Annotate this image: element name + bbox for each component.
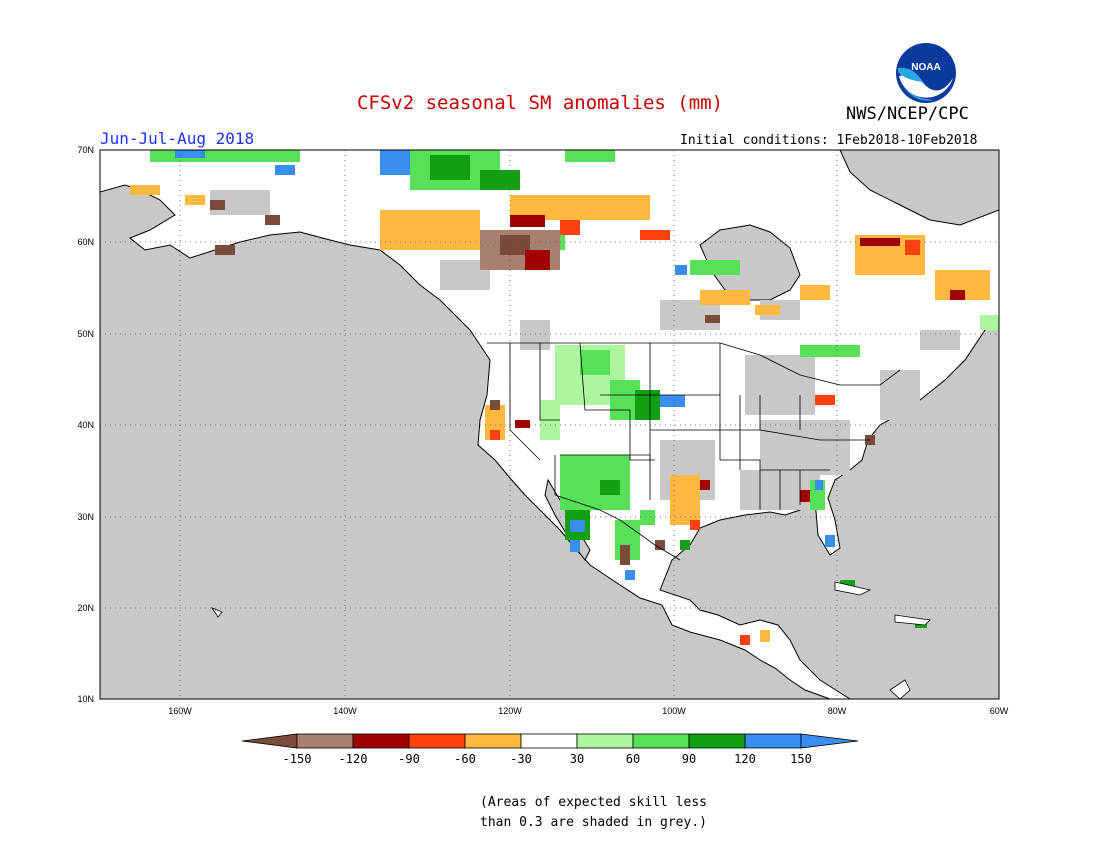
lat-label: 20N (77, 603, 94, 613)
colorbar-swatch (464, 733, 522, 749)
note-line: than 0.3 are shaded in grey.) (480, 815, 707, 830)
lat-label: 30N (77, 512, 94, 522)
colorbar-swatch (520, 733, 578, 749)
colorbar-labels: -150 -120 -90 -60 -30 30 60 90 120 150 (283, 752, 812, 766)
colorbar-swatch (296, 733, 354, 749)
lon-label: 140W (333, 706, 357, 716)
lat-label: 60N (77, 237, 94, 247)
colorbar-label: 90 (682, 752, 696, 766)
political-borders (487, 342, 901, 561)
lon-label: 80W (828, 706, 847, 716)
colorbar-swatch (688, 733, 746, 749)
colorbar-label: 30 (570, 752, 584, 766)
colorbar-label: 60 (626, 752, 640, 766)
lon-labels: 160W 140W 120W 100W 80W 60W (168, 706, 1009, 716)
colorbar-label: -150 (283, 752, 312, 766)
lat-labels: 70N 60N 50N 40N 30N 20N 10N (77, 145, 94, 704)
lon-label: 160W (168, 706, 192, 716)
map-title: CFSv2 seasonal SM anomalies (mm) (0, 92, 1100, 114)
lat-label: 40N (77, 420, 94, 430)
lon-label: 60W (990, 706, 1009, 716)
lat-label: 50N (77, 329, 94, 339)
logo-text: NOAA (911, 62, 940, 73)
colorbar-label: -30 (510, 752, 532, 766)
note-line: (Areas of expected skill less (480, 795, 707, 810)
colorbar-label: -120 (339, 752, 368, 766)
colorbar-label: -60 (454, 752, 476, 766)
lat-label: 70N (77, 145, 94, 155)
initial-conditions-label: Initial conditions: 1Feb2018-10Feb2018 (680, 133, 978, 148)
title-text: CFSv2 seasonal SM anomalies (mm) (356, 92, 724, 114)
colorbar-label: 120 (734, 752, 756, 766)
colorbar-swatch (576, 733, 634, 749)
colorbar-swatch (744, 733, 802, 749)
colorbar-left-arrow (241, 733, 298, 749)
noaa-logo: NOAA (896, 43, 956, 103)
agency-label: NWS/NCEP/CPC (846, 104, 969, 124)
period-label: Jun-Jul-Aug 2018 (100, 129, 255, 148)
map-frame (99, 149, 1000, 700)
colorbar (241, 733, 859, 749)
lon-label: 100W (662, 706, 686, 716)
colorbar-swatch (632, 733, 690, 749)
lon-label: 120W (498, 706, 522, 716)
colorbar-swatch (352, 733, 410, 749)
colorbar-swatch (408, 733, 466, 749)
colorbar-right-arrow (800, 733, 859, 749)
colorbar-label: 150 (790, 752, 812, 766)
skill-note: (Areas of expected skill less than 0.3 a… (480, 793, 707, 833)
colorbar-label: -90 (398, 752, 420, 766)
islands (210, 581, 931, 699)
lat-label: 10N (77, 694, 94, 704)
